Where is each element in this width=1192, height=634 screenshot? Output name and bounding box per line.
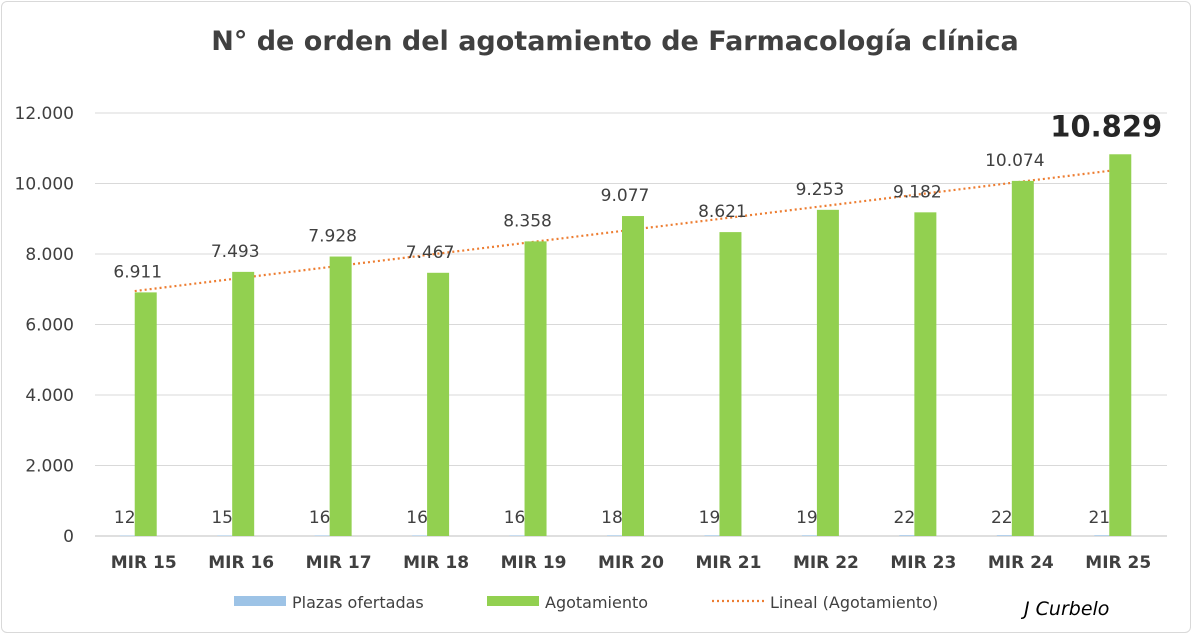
bar-plazas [509,535,532,536]
data-label-agotamiento: 8.358 [503,211,552,231]
data-label-agotamiento: 10.829 [1050,109,1162,143]
bar-plazas [119,535,142,537]
y-tick-label: 8.000 [25,245,74,265]
x-tick-label: MIR 23 [890,553,956,573]
y-tick-label: 6.000 [25,316,74,336]
bar-plazas [314,535,337,536]
data-label-agotamiento: 9.182 [893,182,942,202]
bar-plazas [217,535,240,536]
data-labels: 12 6.911 15 7.493 16 7.928 16 7.467 16 8.358 18 9.0… [113,109,1162,528]
x-tick-label: MIR 21 [695,553,761,573]
legend-label-plazas: Plazas ofertadas [292,593,424,612]
bar-agotamiento [1109,154,1132,536]
data-label-agotamiento: 8.621 [698,202,747,222]
data-label-agotamiento: 9.253 [796,180,845,200]
bar-agotamiento [914,212,937,536]
x-tick-label: MIR 18 [403,553,469,573]
x-tick-label: MIR 15 [111,553,177,573]
bar-agotamiento [622,216,644,536]
x-tick-label: MIR 25 [1085,553,1151,573]
data-label-agotamiento: 7.467 [406,243,455,263]
y-tick-label: 10.000 [15,175,74,195]
bar-plazas [899,535,922,536]
data-label-agotamiento: 7.928 [308,227,357,247]
data-label-plazas: 19 [699,508,721,528]
y-tick-label: 2.000 [25,457,74,477]
bar-agotamiento [134,292,157,536]
data-label-plazas: 18 [601,508,623,528]
data-label-plazas: 16 [504,508,526,528]
data-label-plazas: 22 [991,508,1013,528]
bar-agotamiento [329,256,352,536]
legend: Plazas ofertadas Agotamiento Lineal (Agota… [234,593,938,612]
data-label-plazas: 16 [309,508,331,528]
chart-title: N° de orden del agotamiento de Farmacolo… [211,26,1019,57]
legend-label-trendline: Lineal (Agotamiento) [770,593,938,612]
y-axis-ticks: 0 2.000 4.000 6.000 8.000 10.000 12.000 [15,104,74,547]
x-tick-label: MIR 20 [598,553,664,573]
bar-agotamiento [816,209,839,536]
data-label-plazas: 19 [796,508,818,528]
data-label-agotamiento: 6.911 [113,262,162,282]
data-label-plazas: 16 [406,508,428,528]
data-label-plazas: 22 [894,508,916,528]
credit-text: J Curbelo [1020,598,1109,620]
x-tick-label: MIR 24 [988,553,1054,573]
legend-swatch-agotamiento [487,596,539,606]
legend-swatch-plazas [234,596,286,606]
bar-agotamiento [427,272,450,536]
y-tick-label: 4.000 [25,386,74,406]
bars [119,154,1132,537]
bar-agotamiento [232,271,255,536]
data-label-plazas: 21 [1088,508,1110,528]
data-label-plazas: 12 [114,508,136,528]
bar-plazas [1094,535,1117,536]
x-tick-label: MIR 19 [501,553,567,573]
bar-plazas [412,535,435,536]
legend-label-agotamiento: Agotamiento [545,593,648,612]
bar-plazas [607,535,629,536]
y-tick-label: 12.000 [15,104,74,124]
x-tick-label: MIR 22 [793,553,859,573]
bar-plazas [801,535,824,536]
y-tick-label: 0 [63,527,74,547]
bar-agotamiento [1011,180,1034,537]
bar-plazas [704,535,727,536]
bar-agotamiento [719,232,742,537]
x-tick-label: MIR 16 [208,553,274,573]
data-label-plazas: 15 [211,508,233,528]
data-label-agotamiento: 9.077 [601,186,650,206]
bar-plazas [996,535,1019,536]
bar-agotamiento [524,241,547,536]
data-label-agotamiento: 7.493 [211,242,260,262]
x-axis-ticks: MIR 15 MIR 16 MIR 17 MIR 18 MIR 19 MIR 20 MIR … [111,553,1151,573]
x-tick-label: MIR 17 [306,553,372,573]
data-label-agotamiento: 10.074 [985,151,1044,171]
